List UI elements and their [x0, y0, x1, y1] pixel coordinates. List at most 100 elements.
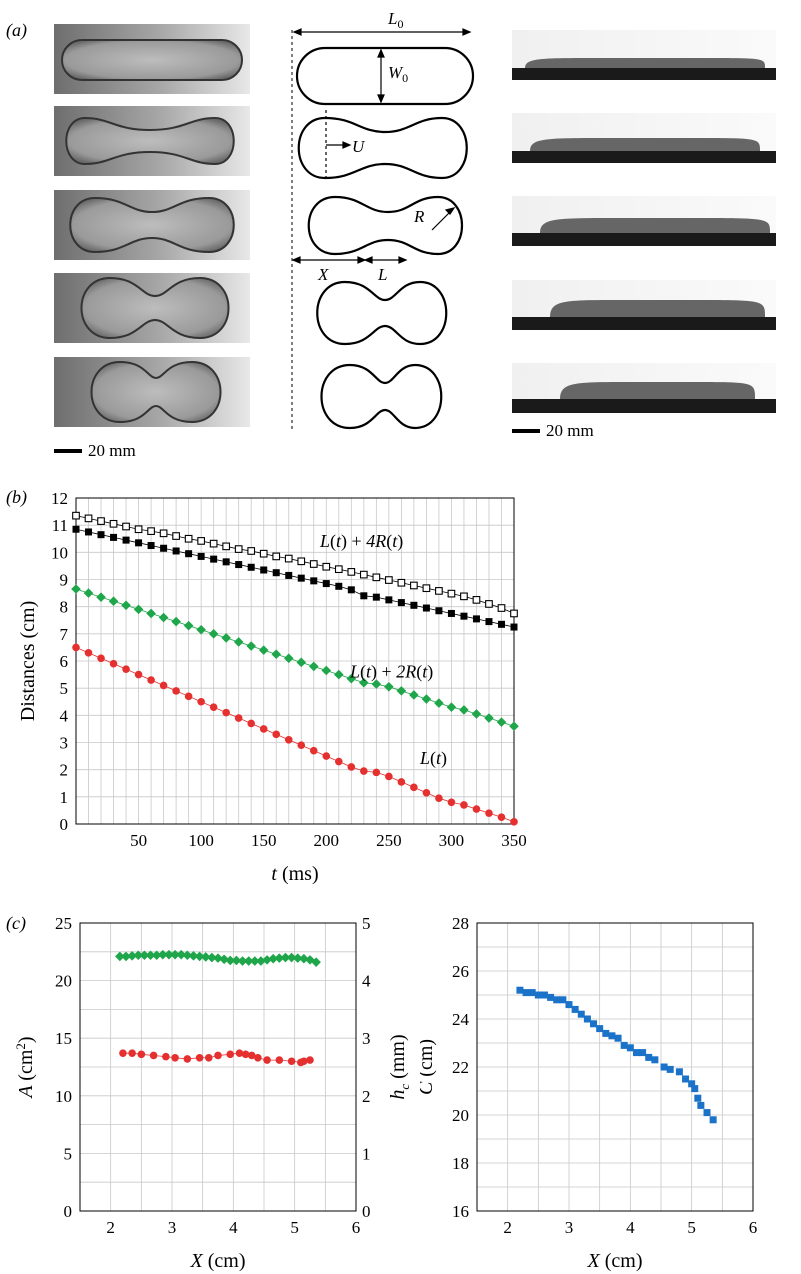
- chart-c-right-axis-tick-label: 3: [362, 1029, 371, 1048]
- chart-c-right-point: [632, 1049, 640, 1057]
- outline-4: [316, 280, 448, 346]
- chart-b-point: [410, 581, 418, 590]
- chart-c-right-ytick-label: 22: [452, 1058, 469, 1077]
- chart-b-point: [134, 670, 143, 679]
- chart-c-left-point: [115, 951, 125, 962]
- chart-b-point: [97, 654, 105, 663]
- chart-b-point: [272, 569, 280, 577]
- chart-b-point: [396, 686, 407, 696]
- outline-3: [307, 195, 463, 256]
- chart-b-annotation: L(t) + 2R(t): [349, 661, 433, 682]
- chart-b-point: [83, 588, 94, 598]
- chart-c-right-ytick-label: 28: [452, 914, 469, 933]
- chart-c-left-point: [263, 1056, 271, 1064]
- chart-b-point: [109, 519, 118, 528]
- chart-c-left-point: [149, 1051, 158, 1060]
- chart-b-point: [297, 741, 306, 750]
- chart-b-point: [72, 643, 80, 652]
- chart-c-right-point: [571, 1005, 579, 1013]
- photo-frame-1: [54, 24, 250, 94]
- photo-frame-3: [54, 190, 250, 260]
- scale-bar-left-line: [54, 449, 82, 453]
- chart-b-point: [297, 557, 306, 566]
- chart-c-right-grid: [476, 922, 754, 1212]
- chart-b-ytick-label: 12: [51, 489, 68, 508]
- chart-b-point: [197, 697, 205, 706]
- chart-b-point: [233, 637, 244, 647]
- chart-c-left-point: [300, 1057, 308, 1066]
- chart-b-point: [210, 555, 218, 563]
- chart-b-point: [310, 577, 318, 585]
- chart-c-left-point: [247, 1051, 256, 1060]
- chart-b-point: [435, 587, 443, 595]
- panel-label-b: (b): [6, 487, 27, 507]
- chart-c-left-ytick-label: 10: [55, 1087, 72, 1106]
- chart-b-ytick-label: 11: [52, 516, 68, 535]
- chart-b-point: [122, 536, 130, 544]
- chart-c-right-xtick-label: 3: [565, 1218, 574, 1237]
- chart-b-point: [460, 801, 468, 809]
- label-L0: L0: [387, 9, 403, 31]
- chart-b-point: [372, 573, 381, 582]
- chart-c-left-point: [183, 1055, 192, 1063]
- chart-c-right-axis-tick-label: 0: [362, 1202, 371, 1221]
- chart-c-left-point: [164, 949, 174, 960]
- chart-c-right-axis-tick-label: 5: [362, 914, 371, 933]
- side-frame-3: [512, 196, 776, 246]
- chart-b-point: [484, 713, 494, 723]
- chart-c-left-point: [182, 950, 193, 961]
- chart-b-point: [510, 623, 518, 631]
- chart-b-ytick-label: 1: [60, 788, 69, 807]
- chart-c-right-point: [691, 1085, 699, 1093]
- chart-b-point: [185, 550, 193, 558]
- chart-b-point: [147, 527, 155, 535]
- chart-b-point: [485, 809, 493, 817]
- chart-c-right-point: [620, 1041, 628, 1049]
- chart-b-point: [397, 599, 405, 607]
- chart-b-point: [472, 596, 481, 604]
- chart-b-point: [347, 568, 356, 576]
- chart-b-point: [72, 511, 80, 520]
- chart-b-point: [171, 616, 181, 627]
- chart-b-point: [385, 576, 393, 584]
- chart-c-left-point: [280, 952, 291, 963]
- chart-b-point: [385, 596, 393, 604]
- chart-c-left-point: [219, 954, 229, 965]
- outline-5: [320, 363, 443, 430]
- chart-b-point: [297, 574, 305, 582]
- chart-b-point: [135, 539, 143, 547]
- chart-b-point: [309, 746, 318, 755]
- chart-b-point: [96, 592, 106, 602]
- chart-c-right-point: [534, 991, 542, 999]
- chart-b-frame: [75, 497, 515, 825]
- chart-c-left-point: [127, 951, 137, 961]
- chart-c-right-point: [639, 1049, 647, 1057]
- chart-b-point: [108, 596, 119, 607]
- chart-c-left-point: [235, 1049, 244, 1057]
- chart-c-right-axis-tick-label: 2: [362, 1087, 371, 1106]
- chart-c-left-point: [139, 950, 150, 961]
- chart-c-left-point: [119, 1049, 127, 1057]
- chart-b-point: [284, 735, 293, 744]
- chart-b-point: [459, 705, 469, 715]
- chart-b-point: [409, 690, 419, 700]
- chart-b-point: [197, 552, 205, 560]
- label-X: X: [317, 265, 329, 284]
- chart-b-point: [485, 600, 493, 608]
- chart-c-right-point: [703, 1109, 711, 1117]
- chart-b-point: [322, 580, 330, 588]
- chart-b-point: [421, 694, 432, 704]
- chart-b-annotation: L(t) + 4R(t): [319, 531, 403, 552]
- chart-c-left-ytick-label: 5: [64, 1144, 73, 1163]
- chart-b-point: [372, 768, 381, 777]
- chart-c-left-point: [268, 953, 278, 964]
- chart-b-ylabel: Distances (cm): [17, 601, 39, 722]
- chart-b-point: [497, 620, 505, 628]
- chart-c-left-point: [195, 1053, 204, 1062]
- chart-c-right-point: [516, 986, 524, 994]
- chart-b-series-2: [71, 584, 519, 731]
- chart-b-ytick-label: 9: [60, 571, 69, 590]
- chart-c-left-point: [311, 957, 321, 967]
- chart-b-point: [72, 525, 80, 533]
